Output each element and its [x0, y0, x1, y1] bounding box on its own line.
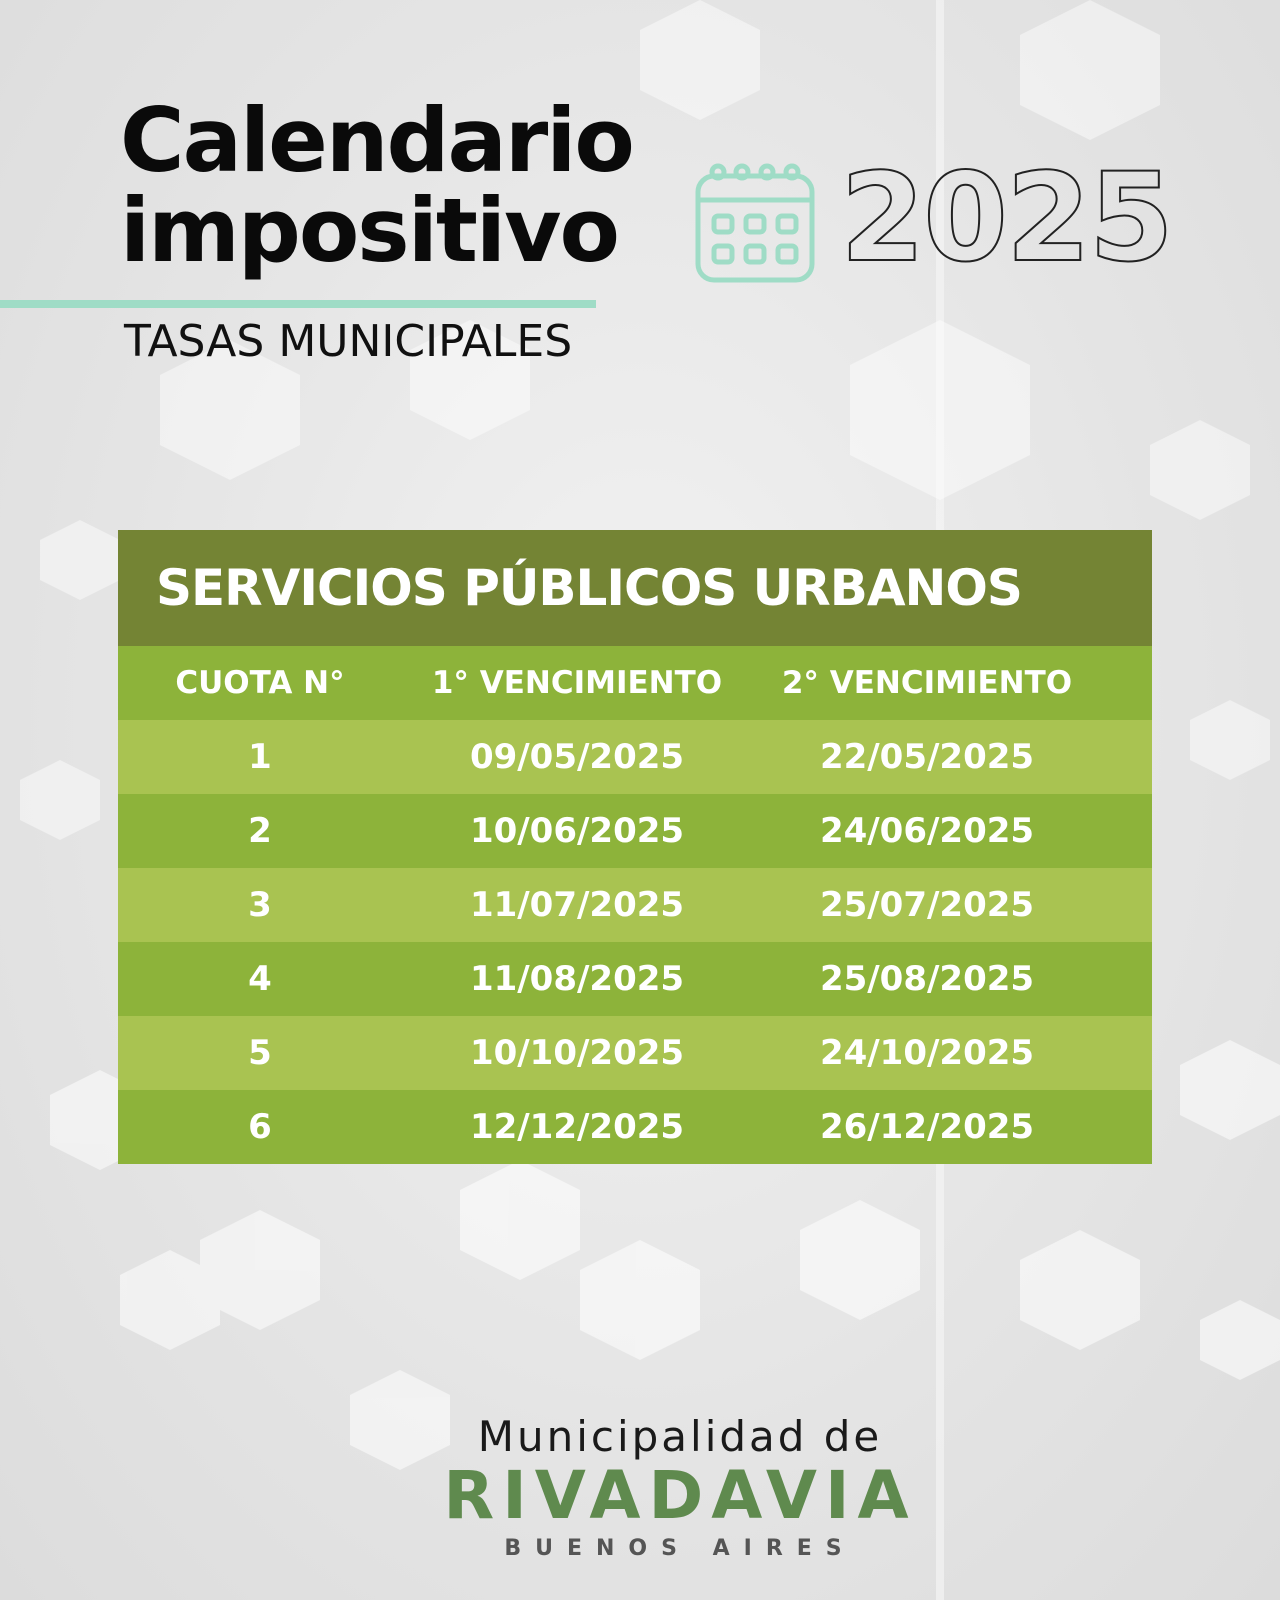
vencimiento-2-cell: 22/05/2025 [819, 737, 1035, 777]
table-row: 6 12/12/2025 26/12/2025 [118, 1090, 1152, 1164]
cuota-cell: 4 [248, 959, 272, 999]
vencimiento-1-cell: 10/10/2025 [469, 1033, 685, 1073]
page-subtitle: TASAS MUNICIPALES [124, 316, 573, 367]
table-row: 2 10/06/2025 24/06/2025 [118, 794, 1152, 868]
table-header-row: CUOTA N° 1° VENCIMIENTO 2° VENCIMIENTO [118, 646, 1152, 720]
table-row: 5 10/10/2025 24/10/2025 [118, 1016, 1152, 1090]
cuota-cell: 2 [248, 811, 272, 851]
cuota-cell: 1 [248, 737, 272, 777]
cuota-cell: 6 [248, 1107, 272, 1147]
vencimiento-1-cell: 10/06/2025 [469, 811, 685, 851]
logo-line-rivadavia: RIVADAVIA [443, 1457, 917, 1534]
calendar-icon [695, 163, 815, 283]
vencimiento-1-cell: 11/08/2025 [469, 959, 685, 999]
municipality-logo: Municipalidad de RIVADAVIA BUENOS AIRES [440, 1412, 920, 1561]
table-row: 4 11/08/2025 25/08/2025 [118, 942, 1152, 1016]
vencimiento-1-cell: 09/05/2025 [469, 737, 685, 777]
column-header-cuota: CUOTA N° [175, 665, 345, 701]
table-row: 1 09/05/2025 22/05/2025 [118, 720, 1152, 794]
vencimiento-1-cell: 11/07/2025 [469, 885, 685, 925]
vencimiento-2-cell: 26/12/2025 [819, 1107, 1035, 1147]
column-header-vencimiento-1: 1° VENCIMIENTO [431, 665, 723, 701]
logo-line-buenos-aires: BUENOS AIRES [504, 1536, 856, 1561]
vencimiento-1-cell: 12/12/2025 [469, 1107, 685, 1147]
column-header-vencimiento-2: 2° VENCIMIENTO [781, 665, 1073, 701]
title-line-2: impositivo [120, 179, 620, 282]
table-title-bar: SERVICIOS PÚBLICOS URBANOS [118, 530, 1152, 646]
schedule-table: SERVICIOS PÚBLICOS URBANOS CUOTA N° 1° V… [118, 530, 1152, 1170]
vencimiento-2-cell: 25/08/2025 [819, 959, 1035, 999]
vencimiento-2-cell: 24/10/2025 [819, 1033, 1035, 1073]
page-title: Calendario impositivo [120, 89, 635, 282]
table-row: 3 11/07/2025 25/07/2025 [118, 868, 1152, 942]
accent-divider [0, 300, 596, 308]
cuota-cell: 5 [248, 1033, 272, 1073]
logo-line-municipalidad: Municipalidad de [477, 1412, 883, 1461]
year-text: 2025 [840, 152, 1172, 282]
vencimiento-2-cell: 24/06/2025 [819, 811, 1035, 851]
cuota-cell: 3 [248, 885, 272, 925]
year-label: 2025 [840, 152, 1172, 282]
table-title: SERVICIOS PÚBLICOS URBANOS [156, 559, 1023, 617]
title-line-1: Calendario [120, 89, 635, 192]
vencimiento-2-cell: 25/07/2025 [819, 885, 1035, 925]
